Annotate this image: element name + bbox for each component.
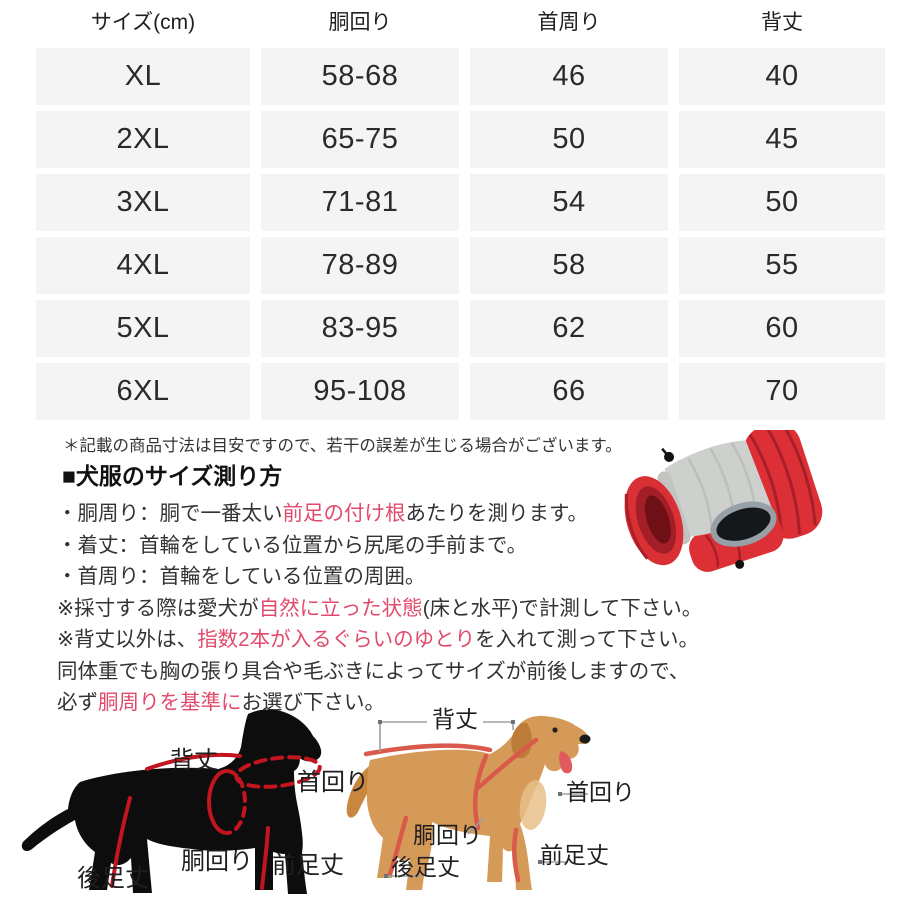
text-segment: を入れて測って下さい。 — [475, 628, 699, 651]
label-back-length: 背丈 — [170, 747, 218, 774]
value-cell: 50 — [679, 174, 885, 231]
measure-line: ・胴周り：胴で一番太い前足の付け根あたりを測ります。 — [57, 498, 667, 530]
jacket-leg-hole — [710, 501, 777, 547]
text-segment: お選び下さい。 — [241, 691, 386, 714]
size-cell: 2XL — [36, 111, 250, 168]
value-cell: 65-75 — [261, 111, 459, 168]
value-cell: 60 — [679, 300, 885, 357]
product-jacket-image — [624, 430, 823, 572]
value-cell: 58 — [470, 237, 668, 294]
value-cell: 62 — [470, 300, 668, 357]
measure-line: 同体重でも胸の張り具合や毛ぶきによってサイズが前後しますので、 — [57, 656, 689, 688]
dog-eye — [552, 727, 558, 733]
girth-measure-line — [207, 769, 229, 835]
ribbon-girth — [472, 753, 489, 831]
value-cell: 54 — [470, 174, 668, 231]
value-cell: 50 — [470, 111, 668, 168]
value-cell: 71-81 — [261, 174, 459, 231]
text-segment: (床と水平)で計測して下さい。 — [422, 596, 703, 620]
size-cell: 4XL — [36, 237, 250, 294]
girth-measure-line-dashed — [225, 769, 247, 835]
value-cell: 58-68 — [261, 48, 459, 105]
size-table: サイズ(cm) 胴回り 首周り 背丈 XL 58-68 46 40 2XL 65-75 50 45 3X… — [36, 0, 885, 420]
value-cell: 78-89 — [261, 237, 459, 294]
value-cell: 55 — [679, 237, 885, 294]
rear-leg-line — [110, 796, 132, 888]
ribbon-rear-leg — [387, 815, 409, 877]
photo-label-front-leg: 前足丈 — [540, 842, 609, 868]
text-segment: あたりを測ります。 — [405, 502, 588, 525]
photo-label-chest-girth: 胴回り — [413, 822, 482, 848]
header-cell: 背丈 — [679, 0, 885, 42]
dog-silhouette-diagram — [21, 709, 322, 894]
ribbon-neck — [475, 737, 539, 791]
label-chest-girth: 胴回り — [181, 848, 253, 875]
text-segment: ・着丈：首輪をしている位置から尻尾の手前まで。 — [57, 533, 528, 557]
disclaimer-note: ＊記載の商品寸法は目安ですので、若干の誤差が生じる場合がございます。 — [63, 437, 622, 455]
dog-photo-diagram — [346, 715, 591, 890]
header-cell: 首周り — [470, 0, 668, 42]
girth-pointer — [467, 818, 484, 835]
text-segment: 前足の付け根 — [282, 502, 406, 525]
value-cell: 46 — [470, 48, 668, 105]
size-cell: 3XL — [36, 174, 250, 231]
header-cell: 胴回り — [261, 0, 459, 42]
dog-tongue — [559, 751, 573, 774]
text-segment: ※採寸する際は愛犬が — [57, 596, 259, 620]
photo-label-rear-leg: 後足丈 — [391, 854, 460, 880]
header-cell: サイズ(cm) — [36, 0, 250, 42]
value-cell: 70 — [679, 363, 885, 420]
value-cell: 66 — [470, 363, 668, 420]
text-segment: ・首周り：首輪をしている位置の周囲。 — [57, 565, 426, 588]
value-cell: 45 — [679, 111, 885, 168]
section-heading: ■犬服のサイズ測り方 — [62, 463, 283, 489]
cord-toggle — [735, 559, 745, 569]
label-front-leg: 前足丈 — [272, 852, 344, 879]
dog-nose — [579, 734, 591, 744]
ribbon-front-leg — [512, 827, 521, 883]
measure-line: ・着丈：首輪をしている位置から尻尾の手前まで。 — [57, 530, 667, 562]
value-cell: 83-95 — [261, 300, 459, 357]
text-segment: 必ず — [57, 691, 98, 714]
text-segment: 指数2本が入るぐらいのゆとり — [197, 628, 476, 651]
back-length-line — [145, 752, 242, 771]
measure-line: ※採寸する際は愛犬が自然に立った状態(床と水平)で計測して下さい。 — [57, 593, 702, 625]
measure-line: ・首周り：首輪をしている位置の周囲。 — [57, 561, 667, 593]
text-segment: 胴周りを基準に — [98, 691, 242, 714]
measure-line: ※背丈以外は、指数2本が入るぐらいのゆとりを入れて測って下さい。 — [57, 624, 699, 656]
text-segment: 自然に立った状態 — [258, 596, 423, 620]
dog-chest-fur — [519, 780, 547, 830]
dog-body — [366, 715, 590, 890]
text-segment: ※背丈以外は、 — [57, 628, 198, 651]
text-segment: 同体重でも胸の張り具合や毛ぶきによってサイズが前後しますので、 — [57, 659, 690, 683]
size-cell: 6XL — [36, 363, 250, 420]
photo-label-neck-girth: 首回り — [566, 779, 635, 805]
measure-lines: ・胴周り：胴で一番太い前足の付け根あたりを測ります。・着丈：首輪をしている位置か… — [57, 498, 702, 719]
label-rear-leg: 後足丈 — [77, 865, 149, 892]
value-cell: 40 — [679, 48, 885, 105]
front-leg-line — [260, 826, 270, 890]
dog-silhouette — [21, 709, 322, 894]
label-neck-girth: 首回り — [297, 769, 369, 796]
neck-measure-line — [234, 755, 322, 789]
photo-label-back-length: 背丈 — [427, 700, 483, 734]
text-segment: ・胴周り：胴で一番太い — [57, 502, 283, 525]
size-cell: 5XL — [36, 300, 250, 357]
value-cell: 95-108 — [261, 363, 459, 420]
measure-line: 必ず胴周りを基準にお選び下さい。 — [57, 687, 667, 719]
size-cell: XL — [36, 48, 250, 105]
measure-section: ■犬服のサイズ測り方 ・胴周り：胴で一番太い前足の付け根あたりを測ります。・着丈… — [57, 457, 702, 719]
